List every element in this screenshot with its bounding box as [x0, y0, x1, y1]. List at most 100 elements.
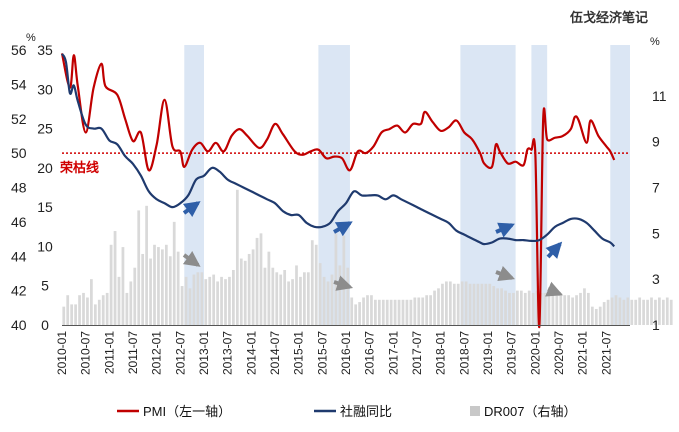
x-tick-label: 2014-01 — [244, 331, 258, 375]
dr007-axis-tick: 7 — [652, 180, 660, 196]
dr007-bar — [346, 267, 350, 325]
dr007-bar — [618, 297, 622, 325]
dr007-bar — [97, 299, 101, 325]
x-tick-label: 2014-07 — [268, 331, 282, 375]
series-line-tsf — [61, 53, 616, 248]
dr007-bar — [267, 251, 271, 325]
dr007-bar — [665, 297, 669, 325]
trend-arrow — [545, 281, 563, 297]
x-tick-label: 2021-01 — [576, 331, 590, 375]
dr007-bar — [370, 295, 373, 325]
dr007-bar — [519, 290, 523, 325]
dr007-bar — [168, 256, 172, 325]
dr007-bar — [137, 210, 141, 325]
pmi-axis-tick: 48 — [11, 180, 27, 196]
dr007-bar — [239, 258, 243, 325]
dr007-bar — [338, 265, 342, 325]
trend-arrow — [182, 201, 201, 217]
dr007-bar — [630, 299, 634, 325]
dr007-bar — [646, 299, 649, 325]
tsf-axis-tick: 20 — [37, 160, 53, 176]
dr007-bar — [389, 299, 393, 325]
dr007-bar — [610, 297, 614, 325]
tsf-axis-tick: 35 — [37, 42, 53, 58]
dr007-bar — [476, 283, 480, 325]
dr007-bar — [350, 297, 354, 325]
dr007-bar — [354, 304, 358, 325]
dr007-bar — [334, 233, 338, 325]
dr007-bar — [413, 297, 417, 325]
x-tick-label: 2012-01 — [150, 331, 164, 375]
dr007-bar — [500, 288, 503, 325]
shaded-period-3 — [531, 45, 548, 325]
dr007-bar — [602, 302, 606, 325]
dr007-bar — [555, 292, 559, 325]
dr007-bar — [669, 299, 673, 325]
dr007-bar — [594, 308, 598, 325]
dr007-bar — [425, 295, 429, 325]
dr007-bar — [429, 295, 432, 325]
dr007-axis-tick: 9 — [652, 134, 660, 150]
series-lines — [60, 53, 616, 329]
pmi-axis-tick: 46 — [11, 214, 27, 230]
dr007-bar — [62, 306, 66, 325]
dr007-bar — [287, 281, 290, 325]
dr007-bar — [145, 205, 148, 325]
dr007-bar — [551, 292, 555, 325]
pmi-axis-tick: 40 — [11, 317, 27, 333]
dr007-bar — [220, 276, 223, 325]
dr007-bar — [295, 265, 298, 325]
dr007-bar — [650, 297, 653, 325]
dr007-bar — [235, 189, 239, 325]
dr007-bar — [374, 299, 377, 325]
x-tick-label: 2017-01 — [386, 331, 400, 375]
dr007-bar — [208, 276, 212, 325]
dr007-axis-tick: 5 — [652, 225, 660, 241]
dr007-bar — [153, 244, 156, 325]
dr007-bar — [559, 292, 563, 325]
dr007-bar — [303, 272, 306, 325]
dr007-bar — [523, 292, 527, 325]
dr007-bar — [149, 258, 152, 325]
shaded-periods — [184, 45, 630, 325]
x-tick-label: 2016-07 — [363, 331, 377, 375]
dr007-bar — [448, 281, 452, 325]
trend-arrows — [182, 201, 563, 297]
right-axis-ticks: 1 3 5 7 9 11 — [652, 88, 667, 333]
dr007-bar — [141, 253, 145, 325]
dr007-bar — [180, 286, 184, 325]
dr007-bar — [192, 274, 196, 325]
dr007-bar — [445, 281, 448, 325]
dr007-bar — [516, 290, 519, 325]
dr007-bar — [606, 299, 610, 325]
dr007-bar — [299, 276, 302, 325]
dr007-bar — [456, 283, 460, 325]
dr007-bar — [283, 270, 287, 325]
dr007-bar — [247, 253, 251, 325]
dr007-bar — [66, 295, 70, 325]
dr007-bar — [204, 279, 208, 325]
dr007-bar — [535, 290, 539, 325]
dr007-bar — [196, 272, 200, 325]
dr007-bar — [251, 249, 255, 325]
dr007-bar — [157, 247, 160, 325]
dr007-bar — [405, 299, 409, 325]
dr007-bar — [661, 299, 665, 325]
dr007-bar — [579, 292, 582, 325]
dr007-bar — [401, 299, 405, 325]
dr007-bar — [113, 231, 117, 325]
dr007-bar — [587, 292, 590, 325]
x-tick-label: 2018-07 — [457, 331, 471, 375]
pmi-axis-tick: 56 — [11, 42, 27, 58]
dr007-bar — [417, 297, 421, 325]
left-unit-label: % — [26, 32, 36, 44]
dr007-bar — [216, 281, 219, 325]
x-tick-label: 2021-07 — [599, 331, 613, 375]
dr007-bar — [626, 297, 630, 325]
dr007-bar — [133, 267, 137, 325]
dr007-bar — [326, 281, 330, 325]
dr007-bar — [460, 281, 464, 325]
dr007-bar — [598, 306, 602, 325]
tsf-axis-tick: 25 — [37, 121, 53, 137]
dr007-bar — [575, 295, 578, 325]
